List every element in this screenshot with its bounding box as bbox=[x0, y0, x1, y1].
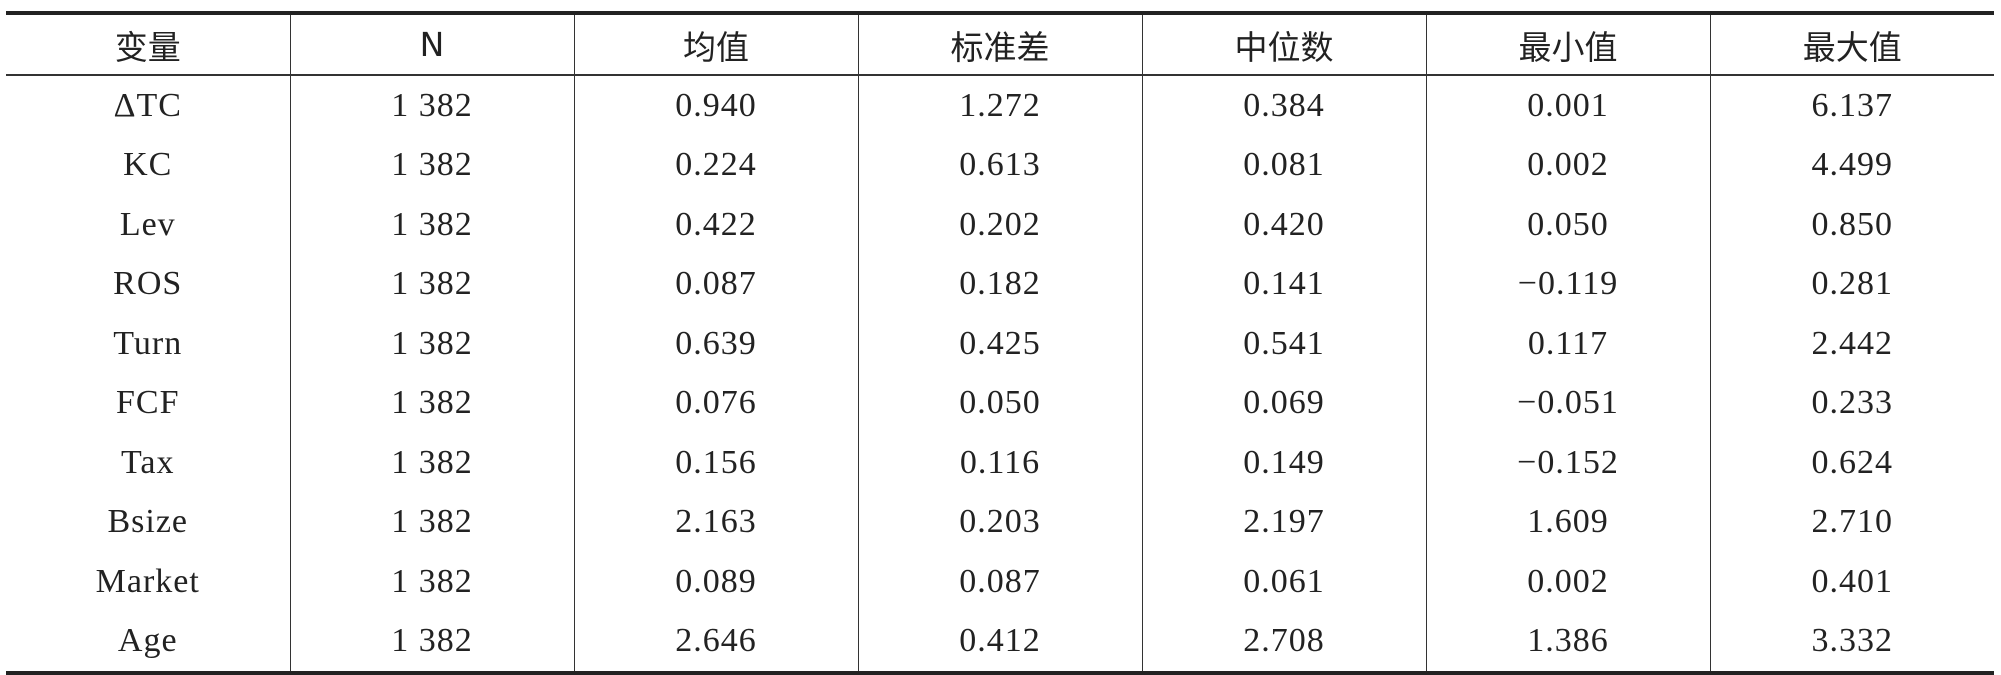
value-cell: 0.224 bbox=[573, 135, 858, 195]
value-cell: 0.850 bbox=[1709, 195, 1994, 255]
value-cell: 0.940 bbox=[573, 75, 858, 136]
value-cell: 0.233 bbox=[1709, 373, 1994, 433]
value-cell: 1.609 bbox=[1425, 492, 1710, 552]
value-cell: 0.141 bbox=[1141, 254, 1426, 314]
header-cell: 变量 bbox=[6, 13, 290, 76]
value-cell: 0.002 bbox=[1425, 552, 1710, 612]
table-body: ΔTC 1 382 0.940 1.272 0.384 0.001 6.137 KC 1 382… bbox=[6, 75, 1994, 673]
value-cell: 0.639 bbox=[573, 314, 858, 374]
value-cell: 0.425 bbox=[857, 314, 1142, 374]
value-cell: 2.708 bbox=[1141, 611, 1426, 673]
value-cell: 1.386 bbox=[1425, 611, 1710, 673]
value-cell: 1 382 bbox=[289, 492, 574, 552]
value-cell: −0.152 bbox=[1425, 433, 1710, 493]
table-row: Tax 1 382 0.156 0.116 0.149 −0.152 0.624 bbox=[6, 433, 1994, 493]
variable-cell: ΔTC bbox=[113, 86, 182, 124]
value-cell: 0.156 bbox=[573, 433, 858, 493]
table-row: Bsize 1 382 2.163 0.203 2.197 1.609 2.710 bbox=[6, 492, 1994, 552]
value-cell: 0.087 bbox=[573, 254, 858, 314]
value-cell: 1 382 bbox=[289, 135, 574, 195]
table-row: ROS 1 382 0.087 0.182 0.141 −0.119 0.281 bbox=[6, 254, 1994, 314]
value-cell: 0.202 bbox=[857, 195, 1142, 255]
value-cell: 1 382 bbox=[289, 611, 574, 673]
value-cell: 1 382 bbox=[289, 254, 574, 314]
value-cell: 0.384 bbox=[1141, 75, 1426, 136]
value-cell: 0.412 bbox=[857, 611, 1142, 673]
value-cell: 1 382 bbox=[289, 552, 574, 612]
variable-cell: ROS bbox=[113, 265, 183, 303]
value-cell: 1 382 bbox=[289, 373, 574, 433]
variable-cell: Market bbox=[95, 562, 200, 600]
value-cell: 1 382 bbox=[289, 314, 574, 374]
value-cell: 0.117 bbox=[1425, 314, 1710, 374]
variable-cell: Age bbox=[117, 622, 178, 660]
header-cell: 中位数 bbox=[1141, 13, 1426, 76]
variable-cell: Lev bbox=[119, 205, 176, 243]
variable-cell: FCF bbox=[116, 384, 180, 422]
value-cell: 1 382 bbox=[289, 195, 574, 255]
value-cell: 0.050 bbox=[1425, 195, 1710, 255]
table-row: Market 1 382 0.089 0.087 0.061 0.002 0.401 bbox=[6, 552, 1994, 612]
value-cell: 0.182 bbox=[857, 254, 1142, 314]
value-cell: 0.541 bbox=[1141, 314, 1426, 374]
header-cell: 均值 bbox=[573, 13, 858, 76]
value-cell: 0.002 bbox=[1425, 135, 1710, 195]
value-cell: 1 382 bbox=[289, 433, 574, 493]
table-row: Lev 1 382 0.422 0.202 0.420 0.050 0.850 bbox=[6, 195, 1994, 255]
value-cell: 0.089 bbox=[573, 552, 858, 612]
value-cell: 0.613 bbox=[857, 135, 1142, 195]
variable-cell: Tax bbox=[121, 443, 175, 481]
value-cell: 3.332 bbox=[1709, 611, 1994, 673]
value-cell: 0.149 bbox=[1141, 433, 1426, 493]
table-row: FCF 1 382 0.076 0.050 0.069 −0.051 0.233 bbox=[6, 373, 1994, 433]
value-cell: 0.001 bbox=[1425, 75, 1710, 136]
table-header: 变量 N 均值 标准差 中位数 最小值 最大值 bbox=[6, 13, 1994, 76]
header-row: 变量 N 均值 标准差 中位数 最小值 最大值 bbox=[6, 13, 1994, 76]
value-cell: 0.422 bbox=[573, 195, 858, 255]
variable-cell: Bsize bbox=[107, 503, 189, 541]
value-cell: 0.281 bbox=[1709, 254, 1994, 314]
value-cell: 0.420 bbox=[1141, 195, 1426, 255]
value-cell: 0.069 bbox=[1141, 373, 1426, 433]
header-cell: 标准差 bbox=[857, 13, 1142, 76]
value-cell: 0.401 bbox=[1709, 552, 1994, 612]
value-cell: 0.624 bbox=[1709, 433, 1994, 493]
value-cell: 4.499 bbox=[1709, 135, 1994, 195]
value-cell: 2.442 bbox=[1709, 314, 1994, 374]
value-cell: 2.646 bbox=[573, 611, 858, 673]
value-cell: 0.203 bbox=[857, 492, 1142, 552]
header-cell: 最大值 bbox=[1709, 13, 1994, 76]
value-cell: 2.197 bbox=[1141, 492, 1426, 552]
table-row: ΔTC 1 382 0.940 1.272 0.384 0.001 6.137 bbox=[6, 75, 1994, 136]
variable-cell: KC bbox=[123, 146, 173, 184]
value-cell: 1 382 bbox=[289, 75, 574, 136]
table-row: KC 1 382 0.224 0.613 0.081 0.002 4.499 bbox=[6, 135, 1994, 195]
header-cell: 最小值 bbox=[1425, 13, 1710, 76]
value-cell: 0.076 bbox=[573, 373, 858, 433]
table-row: Turn 1 382 0.639 0.425 0.541 0.117 2.442 bbox=[6, 314, 1994, 374]
value-cell: 1.272 bbox=[857, 75, 1142, 136]
value-cell: 0.050 bbox=[857, 373, 1142, 433]
value-cell: −0.051 bbox=[1425, 373, 1710, 433]
header-cell: N bbox=[289, 13, 574, 76]
value-cell: 2.710 bbox=[1709, 492, 1994, 552]
value-cell: 0.081 bbox=[1141, 135, 1426, 195]
value-cell: 0.116 bbox=[857, 433, 1142, 493]
value-cell: 6.137 bbox=[1709, 75, 1994, 136]
value-cell: 0.061 bbox=[1141, 552, 1426, 612]
variable-cell: Turn bbox=[113, 324, 183, 362]
value-cell: 2.163 bbox=[573, 492, 858, 552]
value-cell: −0.119 bbox=[1425, 254, 1710, 314]
table-row: Age 1 382 2.646 0.412 2.708 1.386 3.332 bbox=[6, 611, 1994, 673]
value-cell: 0.087 bbox=[857, 552, 1142, 612]
stats-table: 变量 N 均值 标准差 中位数 最小值 最大值 ΔTC 1 382 0.940 1.272 0.38… bbox=[6, 11, 1994, 675]
